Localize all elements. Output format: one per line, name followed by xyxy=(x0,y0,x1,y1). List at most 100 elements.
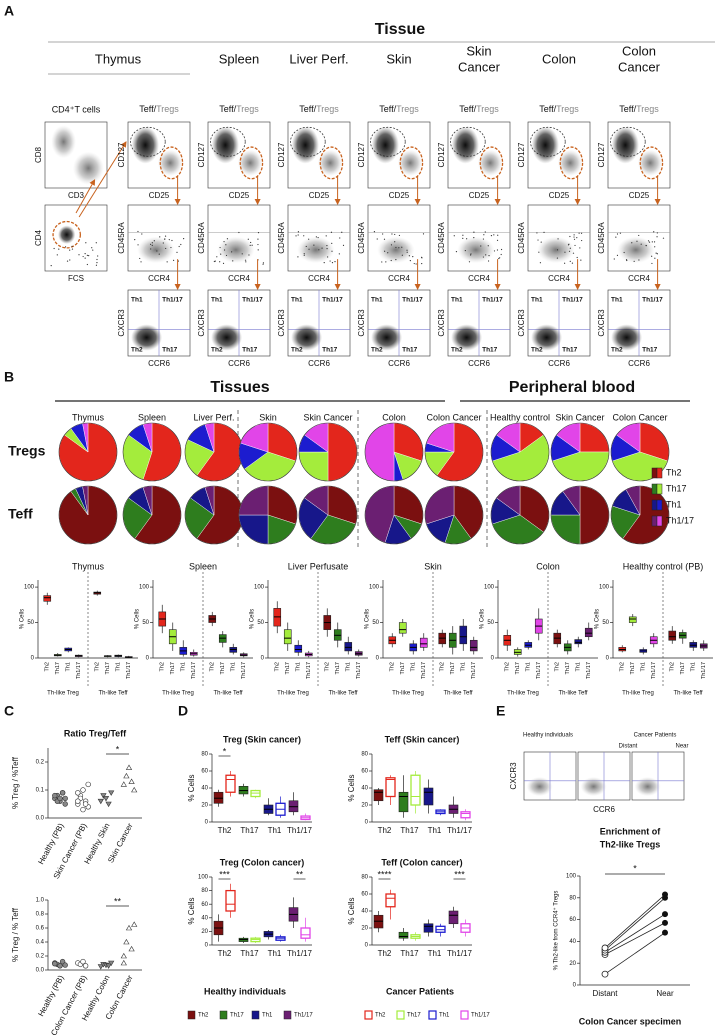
event-dot xyxy=(305,245,307,248)
event-dot xyxy=(647,240,650,242)
y-axis-label: CD127 xyxy=(197,142,206,167)
y-tick-label: 80 xyxy=(569,895,576,901)
population xyxy=(58,225,76,244)
x-tick-label: Th17 xyxy=(450,662,456,675)
event-dot xyxy=(334,261,336,263)
event-dot xyxy=(536,232,538,234)
quadrant-label: Th17 xyxy=(162,347,178,354)
data-point xyxy=(125,764,133,770)
legend-label: Th1/17 xyxy=(471,1013,490,1019)
y-axis-label: CD45RA xyxy=(597,222,606,254)
y-axis-label: CD8 xyxy=(34,146,43,163)
y-tick-label: 0.6 xyxy=(36,926,45,932)
x-axis-label: CD25 xyxy=(389,191,410,200)
panel-label: A xyxy=(4,3,14,19)
y-tick-label: 0 xyxy=(365,820,369,826)
panel-title: Liver Perfusate xyxy=(288,561,349,571)
y-tick-label: 100 xyxy=(484,585,495,591)
x-tick-label: Th1 xyxy=(526,662,532,671)
event-dot xyxy=(373,231,376,233)
event-dot xyxy=(415,263,417,265)
event-dot xyxy=(216,256,218,258)
y-tick-label: 50 xyxy=(257,620,264,626)
event-dot xyxy=(406,251,408,253)
y-tick-label: 100 xyxy=(254,585,265,591)
y-tick-label: 0 xyxy=(491,656,495,662)
gate xyxy=(479,146,504,180)
event-dot xyxy=(616,233,619,235)
group-label: Th-like Treg xyxy=(392,691,424,697)
legend-label: Th1 xyxy=(262,1013,273,1019)
y-axis-label: % Cells xyxy=(187,897,196,924)
population xyxy=(457,236,495,264)
quadrant-label: Th1/17 xyxy=(162,297,183,304)
event-dot xyxy=(462,237,464,239)
x-axis-label: CCR6 xyxy=(308,359,330,368)
box xyxy=(398,622,407,634)
event-dot xyxy=(398,247,400,249)
y-tick-label: 50 xyxy=(487,620,494,626)
event-dot xyxy=(150,248,152,250)
box xyxy=(225,889,236,912)
event-dot xyxy=(654,257,656,259)
x-tick-label: Th2 xyxy=(378,826,392,835)
data-point xyxy=(82,963,89,969)
group-title: Tissues xyxy=(210,379,269,396)
y-axis-label: CD45RA xyxy=(517,222,526,254)
gate xyxy=(319,146,344,180)
pie-outline xyxy=(238,485,298,545)
y-tick-label: 50 xyxy=(142,620,149,626)
x-tick-label: Th2 xyxy=(325,662,331,671)
quadrant-label: Th2 xyxy=(211,347,223,354)
event-dot xyxy=(453,235,455,237)
x-tick-label: Th17 xyxy=(285,662,291,675)
event-dot xyxy=(141,233,143,235)
quadrant-label: Th17 xyxy=(482,347,498,354)
event-dot xyxy=(538,251,540,253)
quadrant-label: Th2 xyxy=(131,347,143,354)
event-dot xyxy=(636,240,638,242)
event-dot xyxy=(656,236,658,238)
event-dot xyxy=(248,254,250,256)
tregs-label: Tregs xyxy=(316,104,339,114)
event-dot xyxy=(214,260,216,262)
event-dot xyxy=(326,244,328,247)
legend-label: Th1/17 xyxy=(294,1013,313,1019)
event-dot xyxy=(245,261,247,263)
event-dot xyxy=(165,247,167,250)
x-tick-label: Th1 xyxy=(231,662,237,671)
x-tick-label: Th2 xyxy=(440,662,446,671)
x-tick-label: Th17 xyxy=(105,662,111,675)
significance: ** xyxy=(296,869,304,879)
tregs-label: Tregs xyxy=(236,104,259,114)
pie-outline xyxy=(490,422,550,482)
y-tick-label: 100 xyxy=(139,585,150,591)
event-dot xyxy=(308,238,310,240)
pie-outline xyxy=(550,485,610,545)
event-dot xyxy=(82,255,84,258)
panel-label: C xyxy=(4,703,14,719)
event-dot xyxy=(394,233,396,236)
event-dot xyxy=(84,257,86,259)
event-dot xyxy=(394,241,396,243)
significance: * xyxy=(116,744,120,754)
box xyxy=(574,639,583,645)
data-point xyxy=(120,781,127,787)
event-dot xyxy=(86,254,88,256)
box xyxy=(373,789,384,802)
x-axis-label: CD3 xyxy=(68,191,85,200)
population xyxy=(51,125,76,159)
box xyxy=(385,777,396,798)
y-axis-label: CD45RA xyxy=(117,222,126,254)
data-point xyxy=(100,793,107,799)
event-dot xyxy=(331,242,333,244)
quadrant-label: Th1/17 xyxy=(482,297,503,304)
event-dot xyxy=(226,238,229,240)
tissue-name: Liver Perf. xyxy=(289,51,348,66)
box xyxy=(423,923,434,933)
event-dot xyxy=(409,259,411,262)
x-tick-label: Th1/17 xyxy=(241,662,247,679)
population xyxy=(371,324,403,351)
event-dot xyxy=(568,250,571,252)
legend-label: Th2 xyxy=(666,467,682,477)
